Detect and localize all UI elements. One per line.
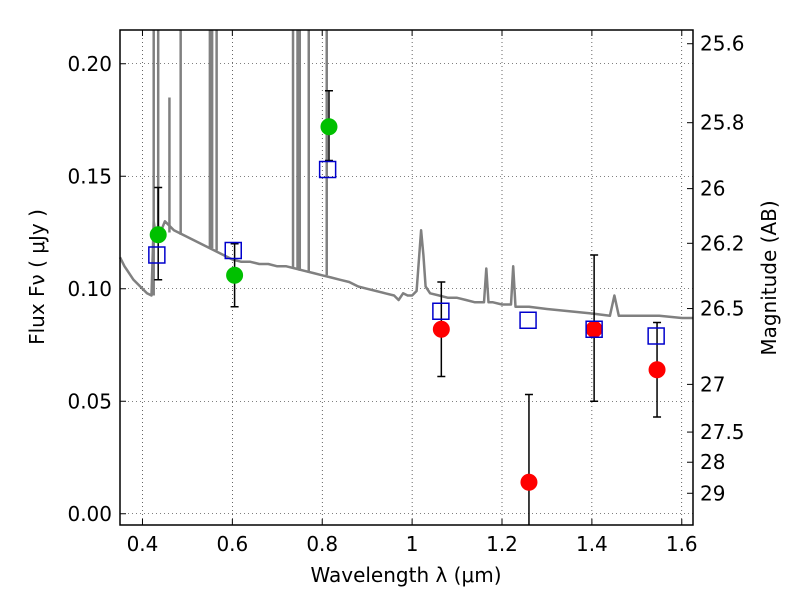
y2-tick-label: 25.8 xyxy=(700,111,745,135)
y-tick-label: 0.10 xyxy=(67,277,112,301)
model-point xyxy=(148,246,166,264)
y2-tick-label: 25.6 xyxy=(700,32,745,56)
template-line xyxy=(118,220,693,320)
y2-tick-label: 26.2 xyxy=(700,231,745,255)
limit-point xyxy=(432,320,450,338)
x-axis-label: Wavelength λ (μm) xyxy=(310,563,501,587)
y2-tick-label: 26 xyxy=(700,177,725,201)
detection-point xyxy=(226,266,244,284)
model-point xyxy=(224,241,243,260)
limit-point xyxy=(648,361,666,379)
model-point xyxy=(318,160,337,179)
y2-axis-label: Magnitude (AB) xyxy=(757,200,781,355)
model-point xyxy=(585,320,603,338)
error-bars xyxy=(154,90,662,525)
model-point xyxy=(432,302,450,320)
x-tick-label: 0.8 xyxy=(306,532,338,556)
y-tick-label: 0.15 xyxy=(67,164,112,188)
y2-tick-label: 29 xyxy=(700,481,725,505)
y-tick-label: 0.05 xyxy=(67,389,112,413)
x-tick-label: 1.2 xyxy=(486,532,518,556)
y-tick-label: 0.20 xyxy=(67,52,112,76)
axis-ticks: 0.4 0.6 0.8 1 1.2 1.4 1.6 0.00 0.05 0.10 0.15 0.20 2… xyxy=(67,30,745,556)
limit-point xyxy=(585,320,603,338)
model-point xyxy=(647,327,665,345)
y2-tick-label: 27.5 xyxy=(700,420,745,444)
limit-point xyxy=(520,473,538,491)
x-tick-label: 0.4 xyxy=(127,532,159,556)
x-tick-label: 0.6 xyxy=(216,532,248,556)
detection-point xyxy=(320,118,338,136)
y-tick-label: 0.00 xyxy=(67,502,112,526)
y2-tick-label: 28 xyxy=(700,450,725,474)
y-axis-label: Flux Fν ( μJy ) xyxy=(25,209,49,345)
x-tick-label: 1.4 xyxy=(576,532,608,556)
photometry-points xyxy=(148,118,666,491)
plot-frame xyxy=(119,29,694,526)
y2-tick-label: 26.5 xyxy=(700,297,745,321)
y2-tick-label: 27 xyxy=(700,372,725,396)
detection-point xyxy=(149,226,167,244)
template-spectrum xyxy=(118,30,693,320)
x-tick-label: 1 xyxy=(406,532,419,556)
grid xyxy=(120,30,693,525)
model-point xyxy=(519,311,537,329)
x-tick-label: 1.6 xyxy=(666,532,698,556)
